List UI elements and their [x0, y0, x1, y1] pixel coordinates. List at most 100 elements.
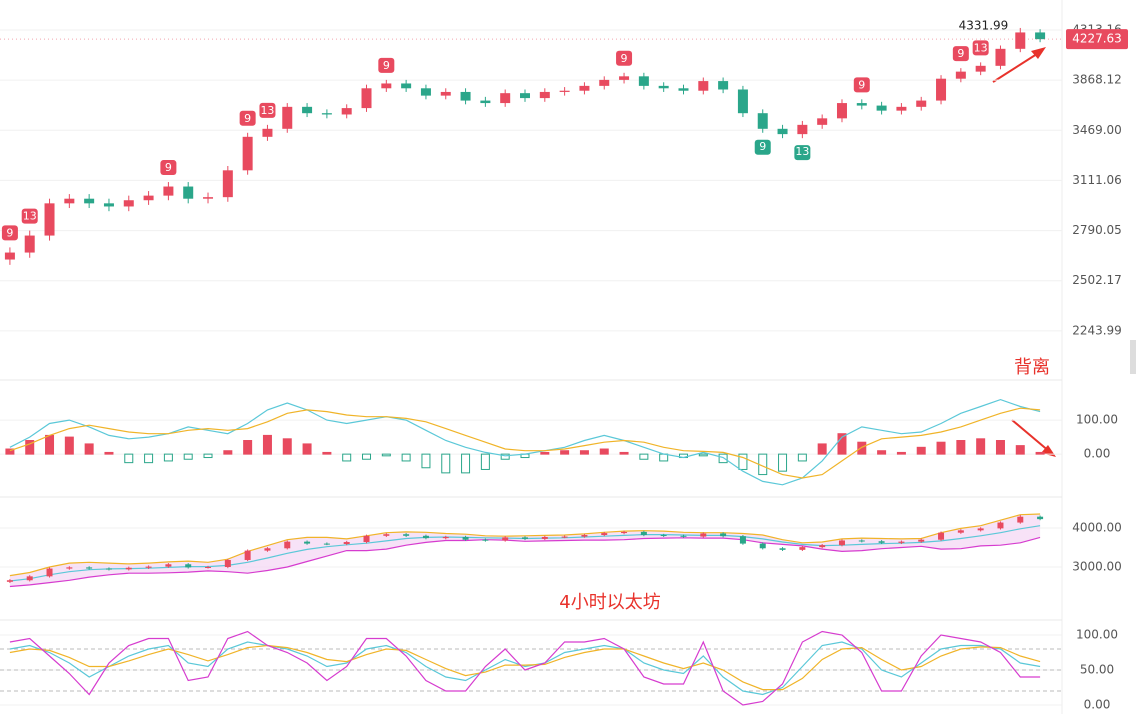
candle-body [658, 85, 669, 89]
y-tick-label: 2502.17 [1072, 273, 1122, 287]
macd-bar [639, 453, 649, 460]
candle-body [779, 548, 786, 550]
candle-body [105, 568, 112, 570]
annotation: 4小时以太坊 [559, 592, 660, 613]
candle-body [323, 543, 330, 545]
td-label: 9 [244, 112, 251, 125]
candle-body [918, 539, 925, 542]
macd-bar [718, 453, 728, 464]
candle-body [522, 537, 528, 539]
macd-bar [144, 453, 154, 464]
candle-body [957, 530, 964, 533]
macd-bar [837, 433, 847, 455]
candle-body [601, 533, 608, 536]
td-label: 9 [383, 59, 390, 72]
candle-body [222, 170, 233, 198]
macd-bar [322, 451, 332, 455]
td-marker [239, 110, 256, 126]
candle-body [541, 536, 548, 539]
scroll-handle[interactable] [1130, 340, 1136, 374]
candle-body [442, 536, 449, 539]
candle-body [66, 567, 73, 569]
y-tick-label: 3469.00 [1072, 123, 1122, 137]
candle-body [977, 528, 984, 531]
candle-body [995, 48, 1006, 66]
candle-body [938, 532, 945, 540]
td-label: 9 [621, 52, 628, 65]
td-marker [259, 102, 276, 118]
macd-bar [282, 438, 292, 455]
td-label: 13 [260, 104, 274, 117]
arrow-head [1031, 47, 1046, 59]
candle-body [262, 128, 273, 137]
candle-body [817, 118, 828, 125]
macd-bar [124, 453, 134, 464]
candle-body [343, 542, 350, 544]
y-tick-label: 4000.00 [1072, 521, 1122, 535]
candle-body [422, 535, 429, 539]
candle-body [381, 83, 392, 89]
candle-body [383, 534, 390, 536]
td-marker [754, 139, 771, 155]
y-tick-label: 0.00 [1084, 447, 1111, 461]
candle-body [757, 113, 768, 129]
candle-body [660, 535, 667, 537]
macd-bar [302, 443, 312, 455]
candle-body [819, 545, 826, 548]
candle-body [4, 252, 15, 260]
candle-body [242, 136, 253, 171]
macd-bar [25, 440, 35, 455]
macd-bar [480, 453, 490, 470]
candle-body [401, 83, 412, 89]
candle-body [678, 88, 689, 91]
macd-bar [104, 451, 114, 455]
candle-body [205, 566, 212, 568]
candle-body [403, 534, 410, 536]
y-tick-label: 100.00 [1076, 413, 1118, 427]
candle-body [26, 576, 33, 581]
candle-body [561, 536, 568, 538]
macd-bar [500, 453, 510, 460]
macd-bar [342, 453, 352, 462]
candle-body [64, 198, 75, 204]
candle-body [1015, 32, 1026, 49]
macd-bar [5, 448, 15, 455]
candle-body [460, 91, 471, 101]
candle-body [759, 543, 766, 549]
candle-body [718, 81, 729, 90]
td-label: 13 [23, 210, 37, 223]
macd-bar [401, 453, 411, 462]
td-marker [160, 160, 177, 176]
trend-arrow [992, 51, 1041, 83]
candle-body [462, 536, 469, 540]
candle-body [363, 535, 370, 543]
y-tick-label: 3868.12 [1072, 73, 1122, 87]
y-tick-label: 3111.06 [1072, 173, 1122, 187]
macd-bar [441, 453, 451, 474]
y-tick-label: 2790.05 [1072, 223, 1122, 237]
candle-body [1017, 516, 1024, 523]
macd-bar [362, 453, 372, 460]
candle-body [777, 128, 788, 135]
macd-bar [896, 451, 906, 455]
macd-bar [560, 450, 570, 455]
candle-body [244, 550, 251, 560]
macd-bar [1035, 451, 1045, 455]
td-marker [21, 208, 38, 224]
candle-body [420, 88, 431, 96]
candle-body [599, 79, 610, 86]
annotation: 背离 [1014, 357, 1050, 378]
candle-body [878, 541, 885, 543]
candle-body [145, 566, 152, 568]
candle-body [440, 91, 451, 96]
candle-body [638, 76, 649, 86]
candle-body [797, 124, 808, 135]
macd-bar [936, 441, 946, 455]
td-marker [616, 50, 633, 66]
td-label: 13 [795, 145, 809, 158]
td-marker [853, 77, 870, 93]
macd-bar [203, 453, 213, 459]
y-tick-label: 0.00 [1084, 698, 1111, 712]
candle-body [836, 103, 847, 119]
candle-body [482, 539, 489, 541]
